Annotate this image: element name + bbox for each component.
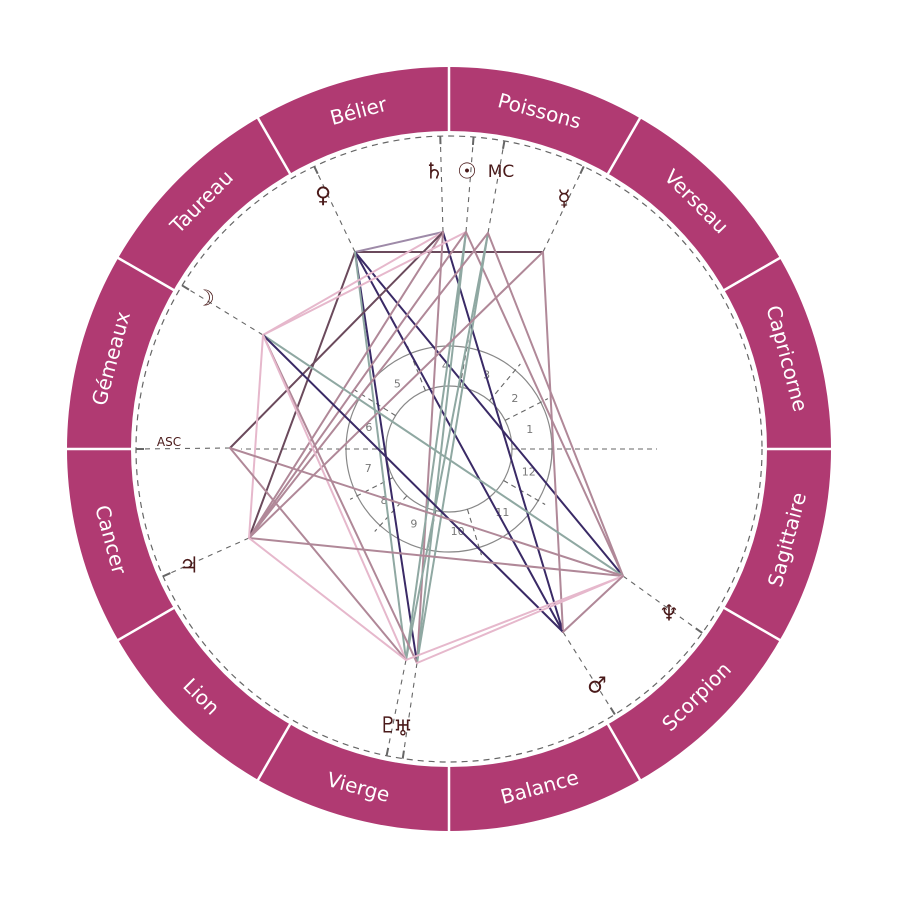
aspect-line-sun-jupiter — [248, 231, 467, 539]
house-number-12: 12 — [522, 465, 536, 478]
house-number-10: 10 — [451, 525, 465, 538]
sign-divider — [606, 722, 642, 782]
moon-icon: ☽ — [195, 287, 215, 312]
aspect-line-saturn-jupiter — [248, 231, 444, 539]
aspect-line-venus-neptune — [354, 251, 624, 577]
house-number-9: 9 — [410, 518, 417, 531]
sign-divider — [606, 116, 642, 176]
aspect-line-asc-pluto — [229, 447, 407, 661]
mars-icon: ♂ — [587, 674, 607, 699]
aspect-line-uranus-neptune — [416, 575, 624, 664]
aspect-line-neptune-mars — [562, 575, 624, 633]
aspect-line-moon-uranus — [262, 334, 418, 664]
aspect-line-mc-jupiter — [248, 232, 489, 539]
aspect-line-venus-jupiter — [248, 251, 356, 539]
house-cusp-3 — [374, 495, 408, 532]
uranus-tick — [401, 750, 405, 759]
aspect-line-jupiter-neptune — [248, 537, 624, 577]
mc-tick — [502, 140, 506, 149]
aspect-line-mc-neptune — [487, 232, 624, 577]
house-number-6: 6 — [365, 421, 372, 434]
house-cusp-5 — [466, 509, 482, 556]
aspect-line-mc-pluto — [405, 232, 489, 661]
aspect-line-moon-neptune — [262, 334, 624, 577]
neptune-ray — [622, 575, 703, 634]
asc-icon: ASC — [157, 435, 181, 449]
aspect-line-moon-pluto — [262, 334, 407, 661]
aspect-line-mercury-jupiter — [248, 251, 544, 539]
aspect-line-sun-neptune — [465, 231, 624, 577]
mercury-icon: ☿ — [557, 187, 571, 212]
house-cusp-2 — [349, 477, 394, 500]
aspect-line-sun-uranus — [416, 231, 467, 664]
asc-ray — [135, 447, 231, 450]
sign-divider — [722, 606, 782, 642]
house-inner-circle — [385, 385, 513, 513]
mc-icon: MC — [488, 162, 515, 182]
sign-divider — [722, 256, 782, 292]
aspect-line-sun-moon — [262, 231, 467, 336]
aspect-line-jupiter-pluto — [248, 537, 407, 661]
venus-ray — [313, 166, 356, 253]
neptune-tick — [695, 627, 703, 634]
aspect-line-pluto-neptune — [405, 575, 624, 661]
saturn-icon: ♄ — [424, 160, 444, 185]
aspect-line-asc-neptune — [229, 447, 624, 577]
sign-divider — [116, 256, 176, 292]
aspect-line-saturn-moon — [262, 231, 444, 336]
sign-divider — [256, 722, 292, 782]
sun-tick — [471, 136, 475, 146]
house-number-2: 2 — [511, 392, 518, 405]
pluto-icon: ♇ — [378, 714, 398, 739]
uranus-icon: ♅ — [393, 717, 413, 742]
aspect-line-venus-saturn — [354, 231, 444, 253]
house-number-4: 4 — [442, 360, 449, 373]
uranus-ray — [402, 662, 418, 759]
sign-divider — [116, 606, 176, 642]
planet-position-rays — [135, 136, 703, 759]
aspect-line-mc-uranus — [416, 232, 489, 664]
venus-tick — [313, 166, 319, 175]
moon-tick — [181, 284, 190, 291]
venus-icon: ♀ — [315, 184, 331, 209]
house-cusp-9 — [489, 363, 521, 402]
aspect-line-moon-mars — [262, 334, 564, 633]
house-number-8: 8 — [381, 494, 388, 507]
zodiac-ring-band — [67, 67, 831, 831]
aspect-line-saturn-mars — [442, 231, 564, 633]
aspect-line-moon-jupiter — [248, 334, 264, 539]
aspect-line-venus-pluto — [354, 251, 407, 661]
planet-glyphs: ♄ ☉ MC ☿ ♀ ☽ ASC ♃ ♇♅ ♂ ♆ — [157, 160, 679, 742]
aspect-line-sun-pluto — [405, 231, 467, 661]
pluto-tick — [385, 747, 390, 756]
house-cusp-6 — [503, 480, 546, 505]
house-number-1: 1 — [526, 423, 533, 436]
mars-ray — [562, 631, 616, 715]
mc-ray — [487, 140, 505, 234]
sign-divider — [256, 116, 292, 176]
sun-icon: ☉ — [457, 160, 477, 185]
pluto-ray — [386, 659, 407, 756]
mercury-tick — [579, 166, 585, 175]
jupiter-ray — [162, 537, 250, 577]
house-cusp-8 — [504, 398, 549, 421]
house-number-5: 5 — [394, 378, 401, 391]
aspect-line-saturn-asc — [229, 231, 444, 449]
neptune-icon: ♆ — [659, 602, 679, 627]
mars-tick — [609, 707, 616, 715]
jupiter-icon: ♃ — [179, 554, 199, 579]
aspect-lines — [229, 231, 624, 664]
zodiac-ring: CapricorneVerseauPoissonsBélierTaureauGé… — [66, 66, 832, 832]
house-number-7: 7 — [365, 462, 372, 475]
jupiter-tick — [162, 572, 171, 578]
